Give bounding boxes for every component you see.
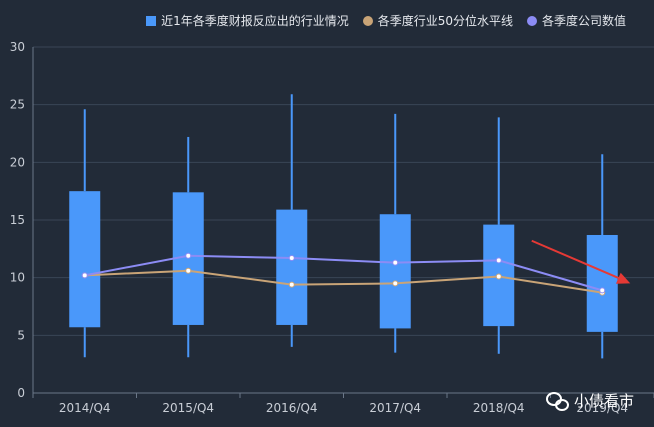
box [69,191,101,328]
x-tick-label: 2018/Q4 [473,401,525,415]
annotation-arrow-line [531,239,625,282]
legend-label-median: 各季度行业50分位水平线 [377,14,513,28]
y-tick-label: 0 [17,386,25,400]
series-point [288,281,295,288]
series-point [392,280,399,287]
legend-item-box[interactable]: 近1年各季度财报反应出的行业情况 [146,12,349,29]
y-tick-label: 30 [10,40,25,54]
series-point [495,257,502,264]
series-line [84,269,603,294]
legend-item-company[interactable]: 各季度公司数值 [526,12,626,29]
box [276,209,308,325]
legend-item-median[interactable]: 各季度行业50分位水平线 [362,12,513,29]
y-tick-label: 15 [10,213,25,227]
wechat-icon [545,391,569,411]
series-point [81,272,88,279]
x-tick-label: 2019/Q4 [576,401,628,415]
x-tick-label: 2017/Q4 [369,401,421,415]
series-line [84,254,603,292]
series-point [185,252,192,259]
series-point [288,255,295,262]
watermark-text: 小债看市 [573,392,634,410]
box [379,214,411,329]
x-tick-label: 2016/Q4 [266,401,318,415]
watermark: 小债看市 [545,390,634,411]
series-point [495,273,502,280]
legend-dot-icon [362,15,373,26]
legend-dot-icon [526,15,537,26]
series-point [392,259,399,266]
y-tick-label: 20 [10,155,25,169]
legend-label-company: 各季度公司数值 [541,14,626,28]
legend-label-box: 近1年各季度财报反应出的行业情况 [161,14,349,28]
y-tick-label: 25 [10,98,25,112]
box [586,234,618,332]
legend-square-icon [146,15,157,26]
y-tick-label: 5 [17,328,25,342]
chart-legend: 近1年各季度财报反应出的行业情况 各季度行业50分位水平线 各季度公司数值 [146,12,626,29]
x-tick-label: 2014/Q4 [59,401,111,415]
series-point [599,287,606,294]
x-tick-label: 2015/Q4 [162,401,214,415]
annotation-arrow-head [615,272,631,284]
y-tick-label: 10 [10,271,25,285]
series-point [185,267,192,274]
